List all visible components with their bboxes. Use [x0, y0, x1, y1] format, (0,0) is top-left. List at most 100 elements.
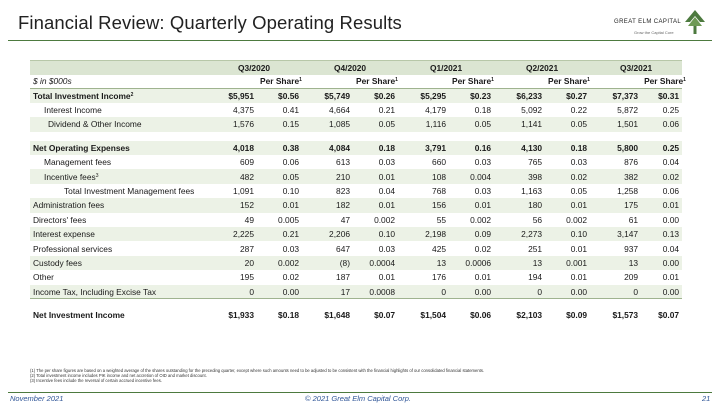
amount-cell: 55 — [436, 214, 447, 225]
per-share-cell: 0.06 — [662, 186, 680, 197]
table-row: Other 195 0.02 187 0.01 176 0.01 194 0.01 209 0.01 — [30, 270, 682, 284]
per-share-cell: 0.22 — [570, 105, 588, 116]
per-share-cell: 0.002 — [374, 214, 396, 225]
per-share-cell: 0.01 — [474, 272, 492, 283]
amount-cell: 765 — [528, 157, 543, 168]
amount-cell: $5,295 — [398, 88, 450, 103]
table-row: Net Investment Income $1,933 $0.18 $1,648 $0… — [30, 308, 682, 322]
footnotes: (1) The per share figures are based on a… — [30, 368, 484, 384]
amount-cell: 13 — [590, 255, 642, 271]
company-logo: GREAT ELM CAPITAL Grow the Capital Core — [614, 9, 710, 39]
amount-cell: $1,573 — [612, 310, 639, 321]
per-share-cell: 0.001 — [545, 255, 591, 271]
quarter-header: Q1/2021 — [398, 60, 495, 75]
table-row: Directors' fees 49 0.005 47 0.002 55 0.002 56 0.… — [30, 213, 682, 227]
per-share-cell: 0.05 — [257, 169, 303, 184]
spacer-row — [30, 299, 682, 308]
per-share-cell: $0.07 — [374, 310, 396, 321]
per-share-cell: 0.002 — [470, 214, 492, 225]
amount-cell: 5,872 — [617, 105, 639, 116]
per-share-cell: 0.21 — [378, 105, 396, 116]
amount-cell: 56 — [532, 214, 543, 225]
table-row: Professional services 287 0.03 647 0.03 425 0.… — [30, 241, 682, 255]
per-share-cell: 0.02 — [474, 243, 492, 254]
per-share-cell: 0.10 — [353, 227, 399, 242]
slide-title: Financial Review: Quarterly Operating Re… — [18, 12, 402, 33]
logo-name: GREAT ELM CAPITAL — [614, 19, 682, 25]
amount-cell: 61 — [628, 214, 639, 225]
amount-cell: 4,018 — [206, 140, 257, 156]
per-share-cell: 0.03 — [474, 157, 492, 168]
amount-cell: 47 — [340, 214, 351, 225]
row-label: Net Investment Income — [33, 310, 125, 321]
amount-cell: 5,092 — [521, 105, 543, 116]
amount-cell: 823 — [336, 186, 351, 197]
amount-cell: 156 — [398, 198, 450, 213]
per-share-header: Per Share1 — [641, 74, 686, 89]
per-share-cell: $0.23 — [449, 88, 495, 103]
per-share-cell: 0.13 — [641, 227, 683, 242]
per-share-cell: 0.10 — [545, 227, 591, 242]
amount-cell: 876 — [624, 157, 639, 168]
per-share-cell: 0.06 — [641, 117, 683, 132]
amount-cell: $1,648 — [324, 310, 351, 321]
amount-cell: 187 — [336, 272, 351, 283]
per-share-cell: 0.00 — [545, 284, 591, 300]
amount-cell: 287 — [240, 243, 254, 254]
per-share-cell: 0.09 — [449, 227, 495, 242]
per-share-cell: 0.002 — [566, 214, 588, 225]
per-share-cell: 0.005 — [278, 214, 300, 225]
per-share-cell: 0.03 — [570, 157, 588, 168]
row-label: Interest expense — [30, 227, 206, 242]
row-label: Incentive fees3 — [30, 169, 206, 184]
footer-date: November 2021 — [10, 394, 64, 403]
amount-cell: 2,273 — [494, 227, 546, 242]
amount-cell: 1,258 — [617, 186, 639, 197]
footnote: (2) Total investment income includes PIK… — [30, 373, 207, 379]
per-share-cell: 0.02 — [545, 169, 591, 184]
amount-cell: $1,933 — [228, 310, 254, 321]
per-share-header-row: $ in $000s Per Share1 Per Share1 Per Sha… — [30, 74, 686, 89]
per-share-cell: 0.00 — [641, 255, 683, 271]
amount-cell: 13 — [494, 255, 546, 271]
per-share-cell: 0.0006 — [449, 255, 495, 271]
table-row: Incentive fees3 482 0.05 210 0.01 108 0.004 398… — [30, 169, 683, 184]
row-label: Income Tax, Including Excise Tax — [30, 284, 206, 300]
per-share-cell: 0.01 — [570, 243, 588, 254]
per-share-cell: 0.01 — [662, 272, 680, 283]
row-label: Custody fees — [30, 255, 206, 271]
amount-cell: 1,085 — [302, 117, 354, 132]
table-row: Dividend & Other Income 1,576 0.15 1,085 0.0… — [30, 117, 683, 132]
amount-cell: 20 — [206, 255, 257, 271]
table-row: Total Investment Income2 $5,951 $0.56 $5,74… — [30, 88, 683, 103]
amount-cell: 1,141 — [494, 117, 546, 132]
per-share-cell: 0.00 — [641, 284, 683, 300]
row-label: Management fees — [44, 157, 112, 168]
per-share-cell: 0.0008 — [353, 284, 399, 300]
per-share-cell: 0.10 — [282, 186, 300, 197]
amount-cell: 209 — [624, 272, 639, 283]
per-share-cell: 0.02 — [282, 272, 300, 283]
table-row: Income Tax, Including Excise Tax 0 0.00 17 0… — [30, 284, 683, 300]
page-number: 21 — [702, 394, 711, 403]
quarter-header: Q3/2021 — [590, 60, 683, 75]
amount-cell: 195 — [240, 272, 254, 283]
row-label: Administration fees — [30, 198, 206, 213]
per-share-cell: 0.18 — [353, 140, 399, 156]
amount-cell: 1,163 — [521, 186, 543, 197]
row-label: Dividend & Other Income — [30, 117, 206, 132]
amount-cell: 194 — [528, 272, 543, 283]
per-share-cell: 0.25 — [662, 105, 680, 116]
per-share-cell: 0.02 — [641, 169, 683, 184]
amount-cell: 0 — [398, 284, 450, 300]
amount-cell: 4,375 — [233, 105, 254, 116]
per-share-cell: 0.01 — [353, 169, 399, 184]
per-share-cell: $0.56 — [257, 88, 303, 103]
amount-cell: 2,225 — [206, 227, 257, 242]
amount-cell: 4,664 — [329, 105, 351, 116]
row-label: Total Investment Income2 — [30, 88, 206, 103]
logo-tagline: Grow the Capital Core — [634, 30, 674, 35]
footnote: (1) The per share figures are based on a… — [30, 368, 485, 373]
per-share-cell: 0.04 — [662, 243, 680, 254]
per-share-cell: 0.004 — [449, 169, 495, 184]
